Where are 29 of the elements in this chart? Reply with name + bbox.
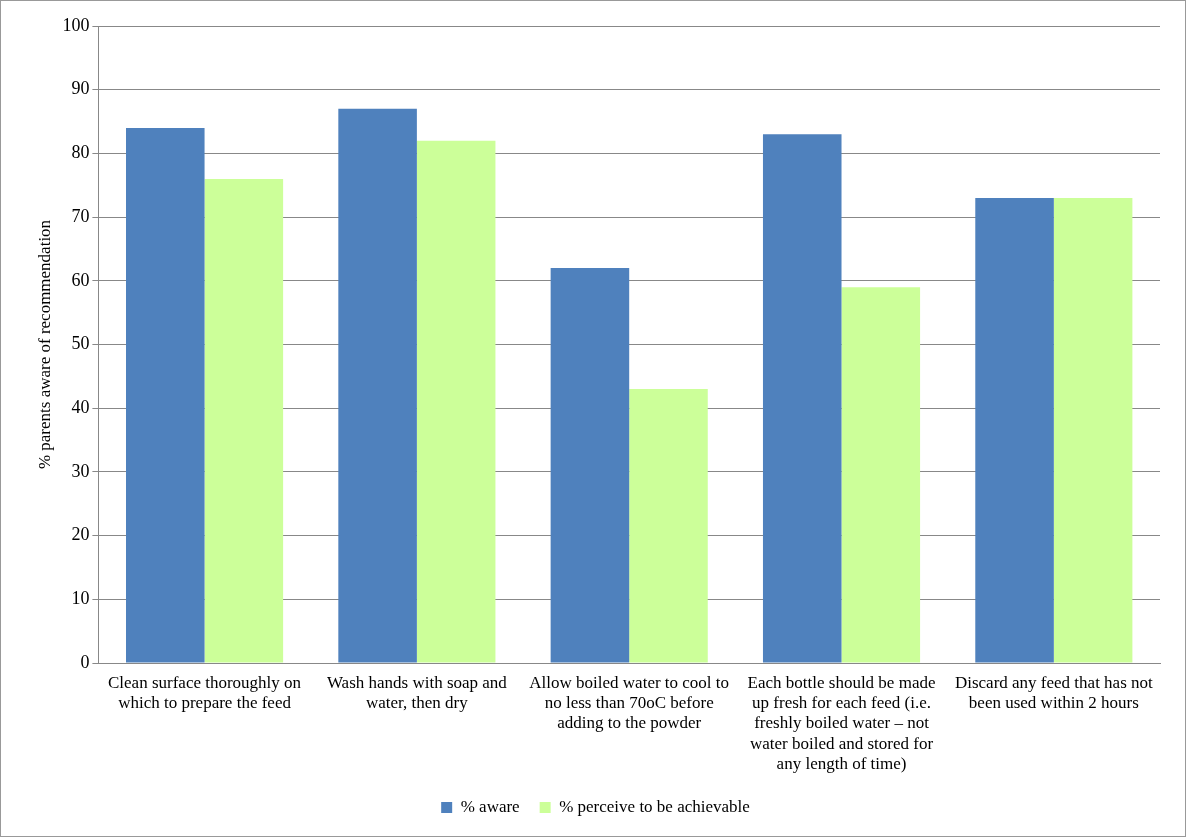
bar (338, 108, 417, 663)
y-tick-label: 30 (71, 460, 90, 481)
y-tick-label: 0 (80, 651, 90, 672)
legend-label: % perceive to be achievable (559, 796, 750, 816)
y-axis-title: % parents aware of recommendation (34, 219, 54, 470)
x-tick-label: Wash hands with soap and water, then dry (326, 672, 508, 713)
x-tick-label: Each bottle should be made up fresh for each feed (i.e. freshly boiled water – not water boiled and stored for any length of time) (747, 672, 936, 774)
x-tick-label: Allow boiled water to cool to no less than 70oC before adding to the powder (529, 672, 730, 733)
y-tick-label: 100 (62, 14, 90, 35)
y-tick-label: 90 (71, 78, 90, 99)
bar (416, 140, 496, 663)
bar (762, 134, 842, 663)
bar (1053, 197, 1133, 663)
bar (975, 197, 1054, 663)
bar (550, 268, 630, 663)
x-tick-label: Clean surface thoroughly on which to prepare the feed (108, 672, 302, 713)
bar (204, 178, 284, 663)
y-tick-label: 40 (71, 396, 90, 417)
y-tick-label: 60 (71, 269, 90, 290)
bar (126, 127, 205, 663)
y-tick-label: 20 (71, 524, 90, 545)
x-tick-label: Discard any feed that has not been used within 2 hours (954, 672, 1154, 713)
y-tick-label: 50 (71, 333, 90, 354)
bar (629, 389, 708, 663)
y-tick-label: 10 (71, 588, 90, 609)
bar (841, 287, 921, 663)
legend-label: % aware (460, 796, 520, 816)
y-tick-label: 70 (71, 205, 90, 226)
y-tick-label: 80 (71, 142, 90, 163)
